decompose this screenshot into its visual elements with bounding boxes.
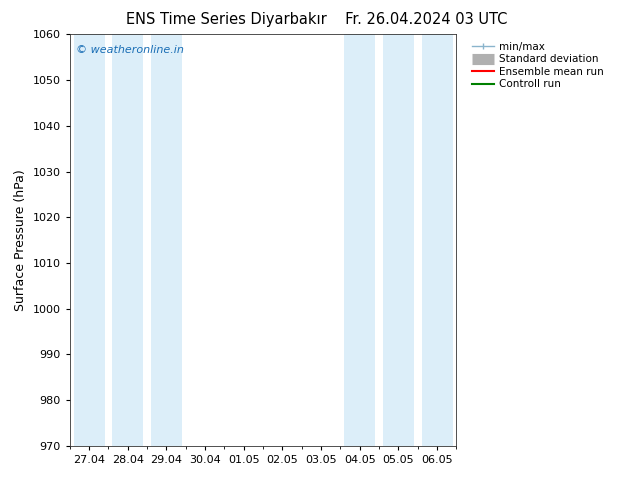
- Bar: [74, 34, 105, 446]
- Text: © weatheronline.in: © weatheronline.in: [75, 45, 183, 54]
- Bar: [422, 34, 453, 446]
- Bar: [112, 34, 143, 446]
- Bar: [383, 34, 414, 446]
- Bar: [151, 34, 182, 446]
- Y-axis label: Surface Pressure (hPa): Surface Pressure (hPa): [14, 169, 27, 311]
- Text: ENS Time Series Diyarbakır    Fr. 26.04.2024 03 UTC: ENS Time Series Diyarbakır Fr. 26.04.202…: [126, 12, 508, 27]
- Legend: min/max, Standard deviation, Ensemble mean run, Controll run: min/max, Standard deviation, Ensemble me…: [469, 40, 605, 92]
- Bar: [344, 34, 375, 446]
